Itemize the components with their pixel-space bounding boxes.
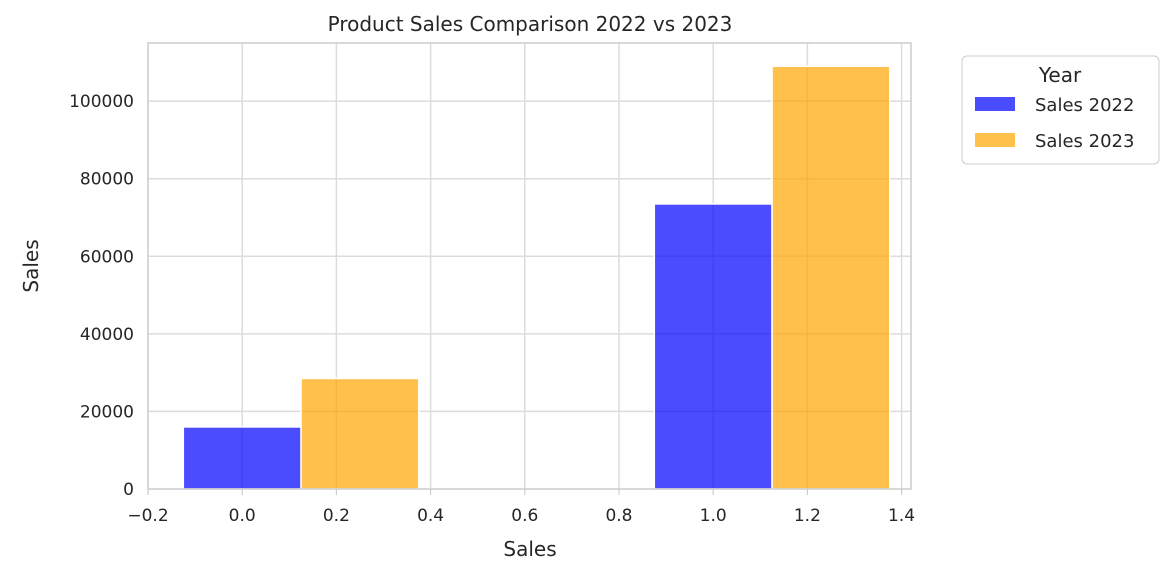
x-axis-label: Sales bbox=[503, 537, 556, 561]
x-tick-label: −0.2 bbox=[127, 506, 168, 526]
legend: Year Sales 2022 Sales 2023 bbox=[961, 55, 1160, 165]
y-axis-ticks: 0 20000 40000 60000 80000 100000 bbox=[69, 92, 134, 500]
x-tick-label: 0.0 bbox=[229, 506, 256, 526]
bar-sales-2022-1 bbox=[653, 203, 773, 490]
bar-sales-2022-0 bbox=[182, 426, 302, 490]
y-tick-label: 40000 bbox=[80, 325, 134, 345]
x-tick-label: 1.2 bbox=[794, 506, 821, 526]
plot-frame bbox=[147, 42, 912, 490]
legend-title: Year bbox=[1038, 63, 1082, 87]
bar-sales-2023-0 bbox=[300, 377, 420, 490]
x-tick-label: 0.8 bbox=[605, 506, 632, 526]
x-tick-label: 1.0 bbox=[700, 506, 727, 526]
y-tick-label: 0 bbox=[123, 480, 134, 500]
x-tick-label: 0.6 bbox=[511, 506, 538, 526]
x-tick-label: 1.4 bbox=[888, 506, 915, 526]
legend-swatch-sales-2022 bbox=[975, 97, 1015, 111]
bars-group bbox=[182, 65, 891, 490]
legend-label-sales-2022: Sales 2022 bbox=[1035, 95, 1134, 116]
legend-label-sales-2023: Sales 2023 bbox=[1035, 131, 1134, 152]
bar-sales-2023-1 bbox=[771, 65, 891, 490]
y-tick-label: 60000 bbox=[80, 247, 134, 267]
chart-title: Product Sales Comparison 2022 vs 2023 bbox=[328, 12, 733, 36]
y-axis-label: Sales bbox=[19, 239, 43, 292]
y-tick-label: 80000 bbox=[80, 170, 134, 190]
x-tick-label: 0.2 bbox=[323, 506, 350, 526]
y-tick-label: 100000 bbox=[69, 92, 134, 112]
y-tick-label: 20000 bbox=[80, 402, 134, 422]
legend-swatch-sales-2023 bbox=[975, 133, 1015, 147]
x-tick-label: 0.4 bbox=[417, 506, 444, 526]
x-axis-ticks: −0.2 0.0 0.2 0.4 0.6 0.8 1.0 1.2 1.4 bbox=[127, 489, 915, 526]
